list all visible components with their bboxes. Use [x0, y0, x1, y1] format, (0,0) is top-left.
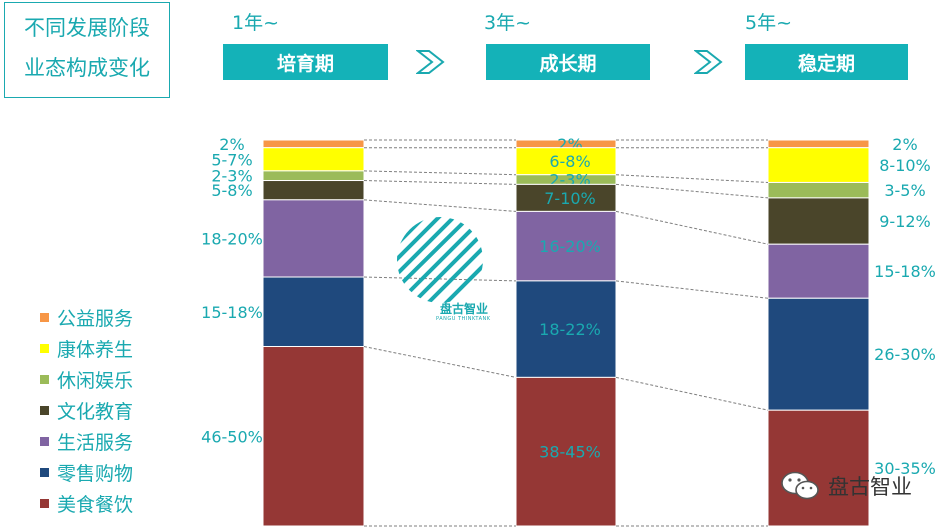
stage-bar-growth: 成长期 [486, 44, 650, 80]
stage-year-label: 1年~ [232, 12, 280, 34]
legend-label: 康体养生 [57, 338, 134, 361]
data-label: 7-10% [544, 189, 596, 208]
connector-line [615, 174, 769, 183]
bar-segment [515, 183, 617, 212]
logo-name: 盘古智业 [440, 302, 489, 316]
brand-watermark: 盘古智业 [780, 470, 912, 502]
logo-subtitle: PANGU THINKTANK [436, 316, 491, 322]
legend-swatch [40, 343, 49, 353]
bar-segment [515, 210, 617, 282]
chart-title-box: 不同发展阶段 业态构成变化 [4, 2, 170, 98]
data-label: 15-18% [201, 303, 263, 322]
connector-line [615, 280, 769, 299]
bar-segment [262, 147, 365, 172]
striped-circle-logo-icon [397, 217, 483, 303]
bar-segment [767, 297, 870, 411]
connector-line [363, 170, 517, 176]
data-label: 2% [892, 135, 917, 154]
data-label: 26-30% [874, 345, 936, 364]
data-label: 5-7% [211, 150, 252, 169]
legend-swatch [40, 436, 49, 446]
legend-swatch [40, 498, 49, 508]
stage-bar-stable: 稳定期 [745, 44, 908, 80]
connector-line [363, 276, 517, 282]
data-label: 5-8% [211, 181, 252, 200]
wechat-icon [781, 471, 819, 500]
legend-label: 公益服务 [57, 307, 134, 330]
bar-segment [262, 346, 365, 527]
stage-year-label: 3年~ [484, 12, 532, 34]
bar-segment [767, 197, 870, 245]
chevron-right-icon [416, 50, 445, 74]
legend-swatch [40, 374, 49, 384]
bar-segment [515, 376, 617, 527]
bar-segment [767, 181, 870, 199]
stage-bar-nurturing: 培育期 [223, 44, 388, 80]
bar-segment [262, 139, 365, 149]
legend-item: 休闲娱乐 [40, 367, 180, 392]
legend-swatch [40, 467, 49, 477]
bar-segment [262, 180, 365, 201]
bar-segment [262, 199, 365, 278]
legend-label: 零售购物 [57, 462, 134, 485]
data-label: 18-20% [201, 229, 263, 248]
bar-segment [515, 147, 617, 176]
connector-line [363, 180, 517, 185]
connector-line [615, 183, 769, 199]
bar-segment [262, 170, 365, 182]
connector-line [615, 210, 769, 245]
data-label: 3-5% [884, 181, 925, 200]
legend-item: 美食餐饮 [40, 491, 180, 516]
legend-swatch [40, 405, 49, 415]
stage-year-label: 5年~ [745, 12, 793, 34]
data-label: 30-35% [874, 459, 936, 478]
legend-label: 休闲娱乐 [57, 369, 134, 392]
chart-title-line1: 不同发展阶段 [24, 16, 150, 40]
legend-label: 文化教育 [57, 400, 134, 423]
data-label: 2-3% [211, 167, 252, 186]
bar-segment [515, 280, 617, 378]
legend-item: 康体养生 [40, 336, 180, 361]
legend-label: 美食餐饮 [57, 493, 134, 516]
brand-name: 盘古智业 [828, 475, 912, 499]
legend-item: 公益服务 [40, 305, 180, 330]
data-label: 16-20% [539, 237, 601, 256]
bar-segment [767, 409, 870, 527]
data-label: 46-50% [201, 427, 263, 446]
chevron-right-icon [694, 50, 723, 74]
chart-title-line2: 业态构成变化 [24, 56, 150, 80]
legend-item: 文化教育 [40, 398, 180, 423]
connector-line [615, 376, 769, 411]
legend-swatch [40, 312, 49, 322]
data-label: 38-45% [539, 443, 601, 462]
connector-line [363, 199, 517, 212]
data-label: 18-22% [539, 320, 601, 339]
bar-segment [767, 139, 870, 149]
data-label: 15-18% [874, 262, 936, 281]
data-label: 9-12% [879, 212, 931, 231]
connector-line [363, 346, 517, 378]
bar-segment [767, 243, 870, 299]
data-label: 6-8% [549, 152, 590, 171]
bar-segment [767, 147, 870, 183]
data-label: 8-10% [879, 156, 931, 175]
legend-label: 生活服务 [57, 431, 134, 454]
data-label: 2% [219, 135, 244, 154]
legend-item: 零售购物 [40, 460, 180, 485]
legend-item: 生活服务 [40, 429, 180, 454]
bar-segment [262, 276, 365, 348]
